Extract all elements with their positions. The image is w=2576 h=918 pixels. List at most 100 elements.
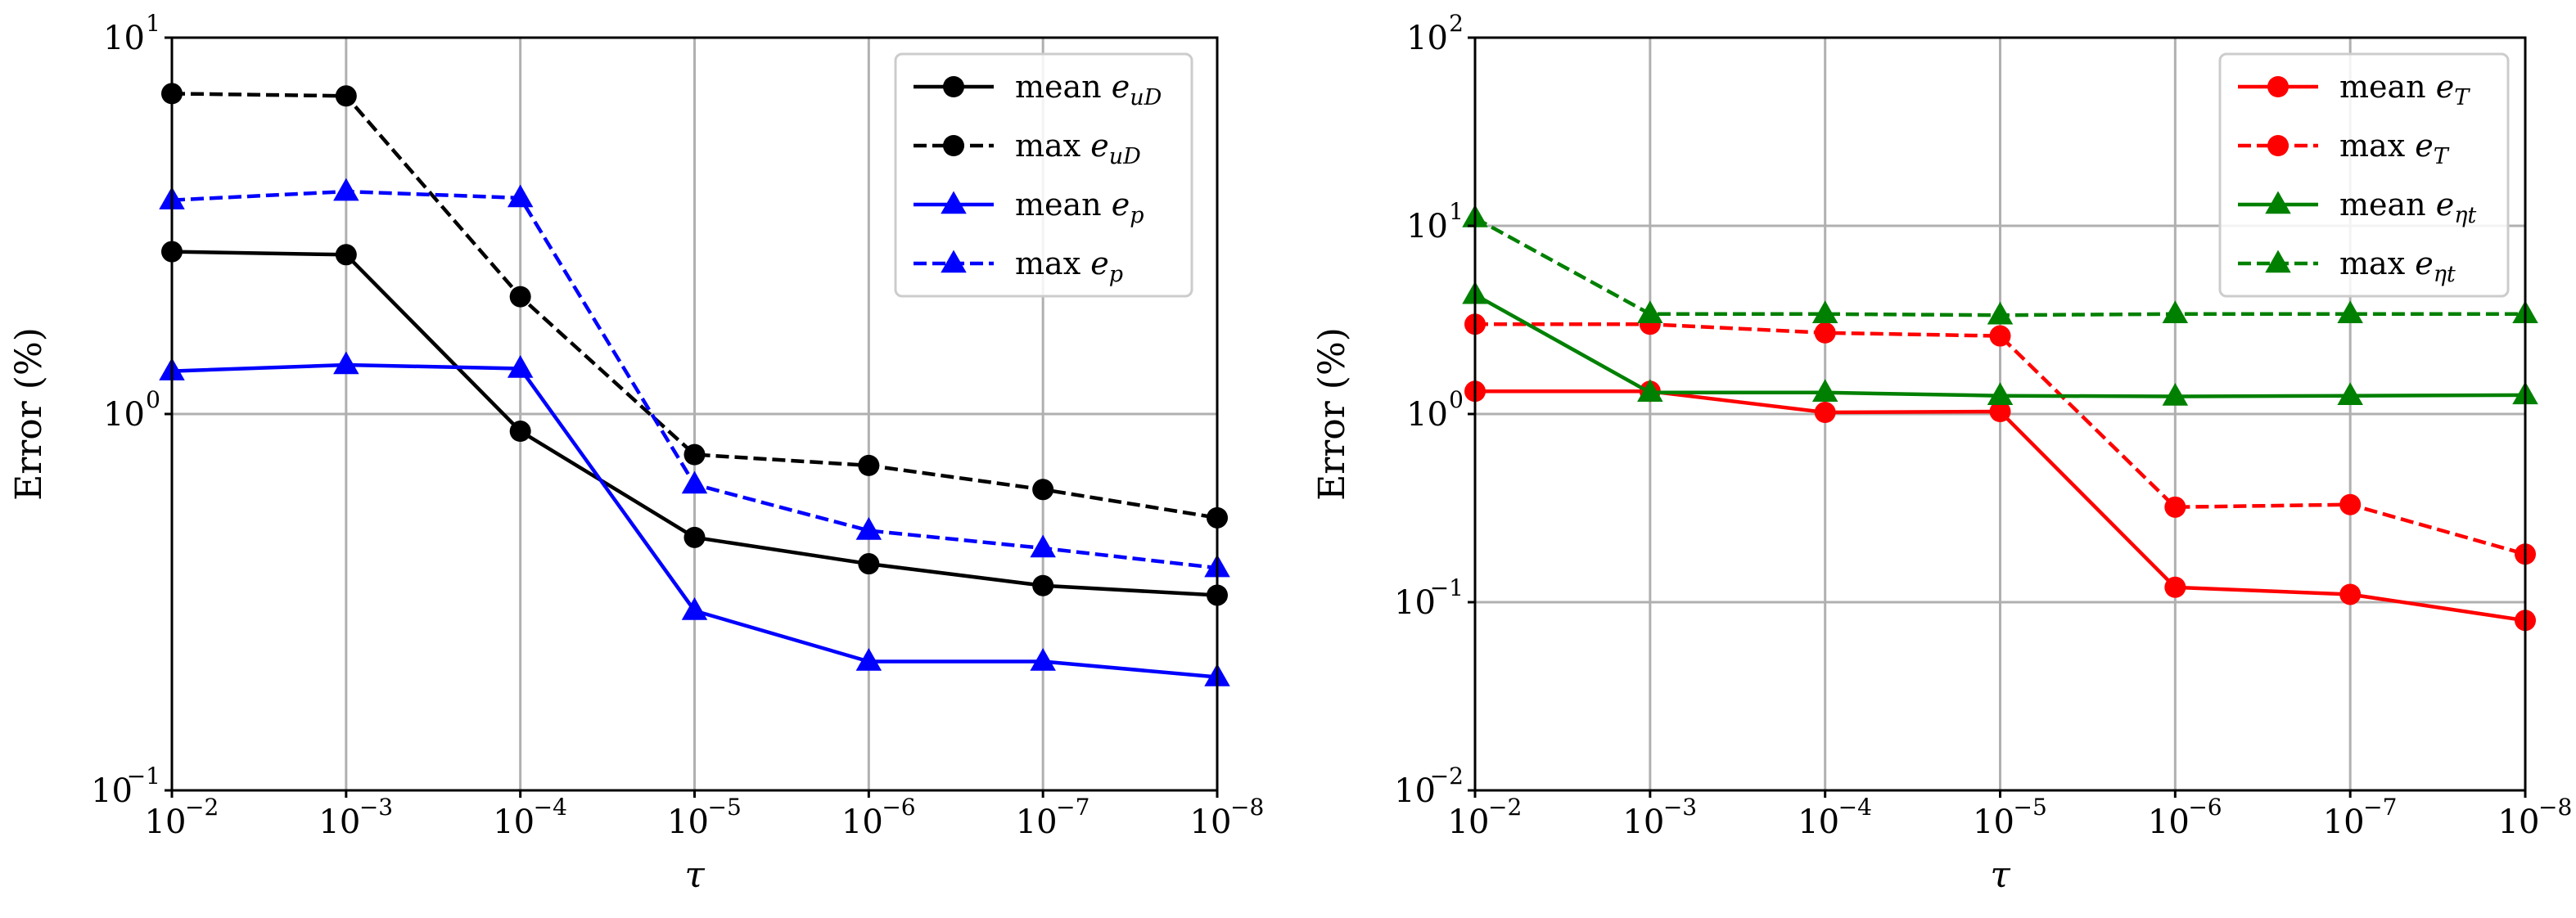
chart-2-series-3-point (1811, 379, 1838, 403)
chart-2-legend-marker (2265, 250, 2291, 273)
chart-1-series-4-point (1030, 534, 1056, 558)
chart-1-xtick-exponent: −6 (882, 794, 915, 821)
chart-1-xtick-exponent: −4 (534, 794, 567, 821)
chart-2-ytick-exponent: −2 (1430, 763, 1464, 790)
chart-2-series-3-point (2337, 382, 2363, 405)
chart-1-legend-label: mean euD (1015, 69, 1162, 110)
chart-1-xtick-label: 10 (667, 803, 709, 841)
chart-2-legend-label: max eηt (2339, 245, 2456, 287)
chart-2-series-4-point (1811, 300, 1838, 324)
chart-2-series-3-point (1637, 379, 1663, 403)
chart-2-ytick-label: 10 (1406, 20, 1448, 57)
chart-2-series-3-point (2162, 383, 2189, 406)
chart-1-legend (894, 52, 1193, 298)
chart-2-ytick-exponent: 2 (1449, 10, 1464, 37)
chart-2-series-4-point (2162, 300, 2189, 324)
chart-2-xtick-label: 10 (1622, 803, 1664, 841)
chart-2-ytick-exponent: 0 (1449, 386, 1464, 413)
chart-2-ytick-exponent: −1 (1430, 574, 1464, 601)
chart-1-legend-marker (943, 135, 964, 156)
chart-1-series-1-point (1032, 574, 1054, 596)
chart-1-series-3-point (681, 597, 708, 620)
chart-1: 10−2 10−3 10−4 10−5 10−6 10−7 10−8−110010110τE… (8, 10, 1264, 896)
chart-1-series-2-point (683, 443, 706, 466)
chart-1-legend-label: mean ep (1015, 187, 1144, 228)
chart-2-series-2-point (1989, 325, 2011, 347)
chart-1-series-2-point (858, 454, 880, 476)
chart-2-legend-label: max eT (2339, 128, 2450, 169)
chart-1-ytick-exponent: 0 (146, 386, 160, 413)
chart-2-legend-label: mean eT (2339, 69, 2470, 110)
chart-2-xtick-exponent: −4 (1838, 794, 1872, 821)
chart-2-xtick-exponent: −8 (2538, 794, 2572, 821)
chart-2-legend-marker (2265, 191, 2291, 214)
chart-2-series-2-point (2164, 496, 2186, 518)
chart-1-legend-label: max ep (1015, 245, 1123, 287)
chart-2-xtick-exponent: −2 (1488, 794, 1522, 821)
chart-1-ytick-label: 10 (91, 772, 133, 810)
chart-2-xtick-label: 10 (2498, 803, 2540, 841)
chart-2-ytick-exponent: 1 (1449, 198, 1464, 225)
chart-1-series-3-point (1030, 647, 1056, 671)
chart-1-series-3-point (855, 647, 882, 671)
chart-1-legend-marker (941, 191, 967, 214)
chart-2-series-3-point (1987, 382, 2014, 405)
chart-1-xtick-exponent: −7 (1056, 794, 1089, 821)
chart-1-ytick-exponent: −1 (127, 763, 160, 790)
chart-1-legend-label: max euD (1015, 128, 1141, 169)
chart-1-series-1-point (509, 421, 531, 443)
chart-2-xlabel: τ (1990, 854, 2010, 896)
chart-2-xtick-label: 10 (1448, 803, 1490, 841)
chart-2-series-2-point (1814, 322, 1836, 344)
chart-2-ytick-label: 10 (1406, 396, 1448, 434)
chart-1-xtick-label: 10 (1016, 803, 1058, 841)
chart-1-series-4-point (333, 178, 359, 201)
chart-2-series-1-point (1989, 401, 2011, 423)
chart-2-xtick-label: 10 (1973, 803, 2014, 841)
chart-1-series-1-point (858, 553, 880, 575)
chart-1-ylabel: Error (%) (8, 327, 50, 501)
chart-2-legend (2218, 52, 2510, 298)
chart-1-series-3-point (507, 355, 534, 378)
chart-1-xtick-exponent: −5 (708, 794, 742, 821)
chart-2-xtick-exponent: −3 (1663, 794, 1697, 821)
chart-1-series-4-point (855, 517, 882, 540)
chart-2-xtick-label: 10 (1798, 803, 1839, 841)
chart-1-xtick-exponent: −8 (1230, 794, 1264, 821)
chart-1-series-2-point (1032, 479, 1054, 501)
chart-2-legend-marker (2267, 76, 2289, 97)
chart-2-xtick-label: 10 (2148, 803, 2190, 841)
chart-2-series-4-point (1987, 301, 2014, 325)
chart-2-ytick-label: 10 (1406, 208, 1448, 245)
chart-1-xtick-exponent: −3 (359, 794, 393, 821)
chart-1-series-2-point (509, 286, 531, 308)
chart-2: 10−2 10−3 10−4 10−5 10−6 10−7 10−8−210−1100101… (1311, 10, 2572, 896)
chart-2-series-2-point (2339, 493, 2362, 515)
chart-1-ytick-label: 10 (103, 20, 145, 57)
chart-1-xtick-exponent: −2 (185, 794, 219, 821)
chart-1-xtick-label: 10 (318, 803, 360, 841)
chart-2-series-1-point (2164, 576, 2186, 598)
chart-2-legend-marker (2267, 135, 2289, 156)
chart-2-xtick-label: 10 (2323, 803, 2365, 841)
chart-2-ytick-label: 10 (1394, 584, 1436, 622)
chart-2-series-4-point (2337, 300, 2363, 324)
chart-1-xtick-label: 10 (493, 803, 535, 841)
chart-1-series-1-point (683, 526, 706, 548)
chart-1-series-2-point (335, 85, 357, 107)
chart-1-ytick-label: 10 (103, 396, 145, 434)
chart-1-series-4-point (507, 184, 534, 208)
chart-1-ytick-exponent: 1 (146, 10, 160, 37)
chart-2-ylabel: Error (%) (1311, 327, 1353, 501)
chart-2-legend-label: mean eηt (2339, 187, 2476, 228)
chart-2-series-1-point (2339, 583, 2362, 605)
chart-2-xtick-exponent: −7 (2363, 794, 2397, 821)
chart-1-series-4-point (681, 470, 708, 494)
chart-2-series-1-point (1814, 402, 1836, 424)
chart-1-series-1-point (335, 244, 357, 266)
chart-1-xtick-label: 10 (841, 803, 883, 841)
chart-2-series-4-point (1637, 300, 1663, 324)
chart-1-xtick-label: 10 (145, 803, 187, 841)
chart-2-xtick-exponent: −5 (2014, 794, 2047, 821)
